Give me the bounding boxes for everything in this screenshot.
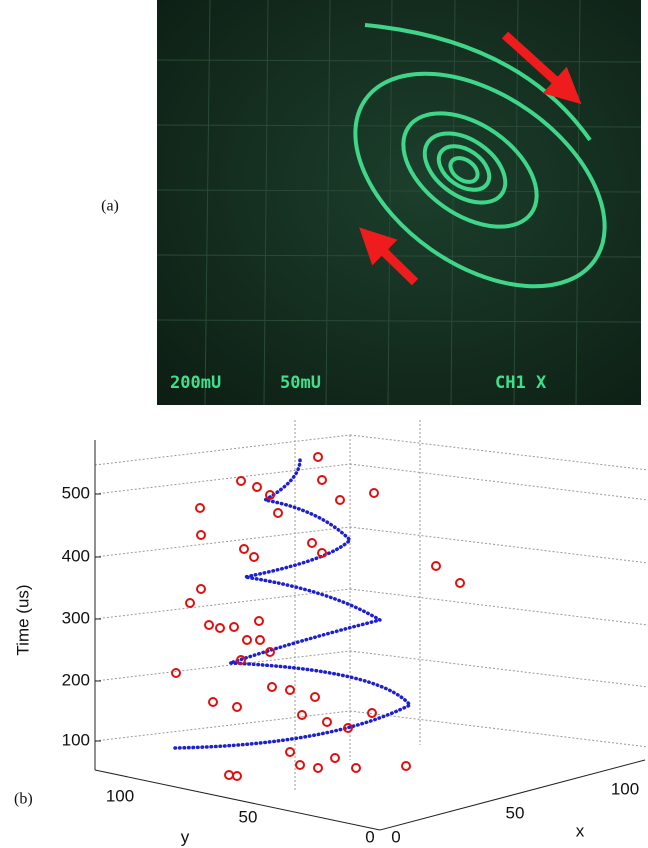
panel-label: (a) xyxy=(101,198,119,215)
z-tick-label: 300 xyxy=(62,608,90,627)
screen-text: 50mU xyxy=(280,373,321,393)
x-axis-label: x xyxy=(576,821,585,840)
screen-text: 200mU xyxy=(170,373,221,393)
y-tick-label: 50 xyxy=(239,807,258,826)
y-axis-label: y xyxy=(181,827,190,846)
z-tick-label: 400 xyxy=(62,546,90,565)
helix-points xyxy=(173,458,413,750)
x-tick-label: 100 xyxy=(611,779,639,798)
red-points xyxy=(171,452,465,781)
z-axis-label: Time (us) xyxy=(13,584,32,655)
y-tick-label: 100 xyxy=(106,786,134,805)
screen-text: CH1 X xyxy=(495,373,547,393)
panel-label: (b) xyxy=(14,791,33,808)
plot-box xyxy=(94,420,648,790)
axes xyxy=(94,440,646,831)
y-tick-label: 0 xyxy=(365,827,374,846)
x-tick-label: 50 xyxy=(506,803,525,822)
oscilloscope-photo xyxy=(156,0,642,406)
z-tick-label: 100 xyxy=(62,730,90,749)
x-tick-label: 0 xyxy=(391,827,400,846)
z-tick-label: 200 xyxy=(62,670,90,689)
z-tick-label: 500 xyxy=(62,483,90,502)
